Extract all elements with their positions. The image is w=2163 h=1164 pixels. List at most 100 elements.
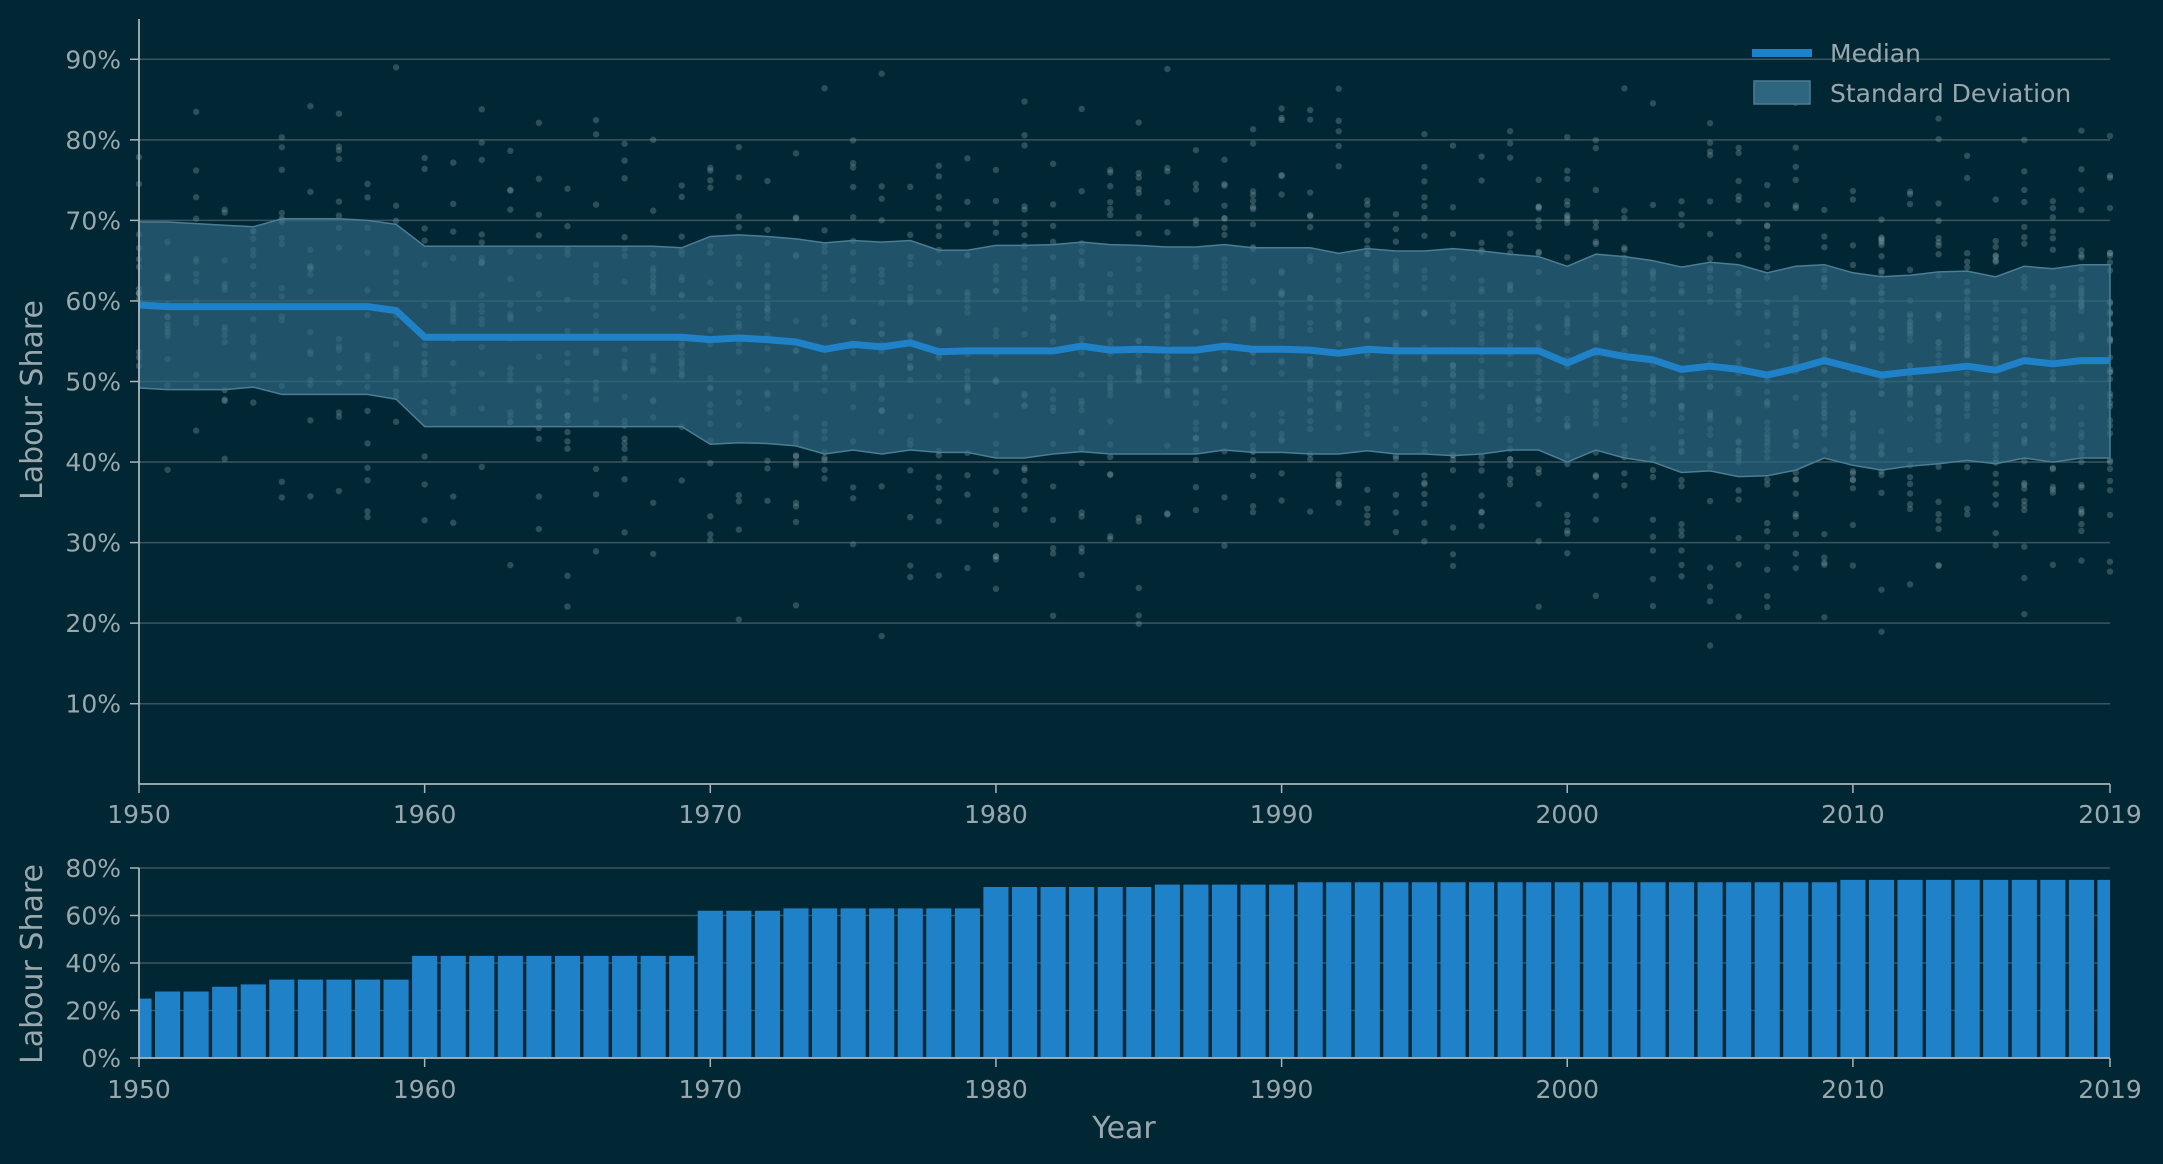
- scatter-point: [1192, 180, 1200, 188]
- scatter-point: [1735, 196, 1742, 204]
- scatter-point: [735, 223, 743, 231]
- scatter-point: [1735, 218, 1742, 225]
- bar: [1154, 884, 1180, 1058]
- scatter-point: [735, 174, 743, 181]
- scatter-point: [535, 119, 543, 127]
- scatter-point: [1764, 222, 1771, 230]
- scatter-point: [1849, 196, 1857, 203]
- scatter-point: [964, 472, 971, 479]
- scatter-point: [2106, 132, 2114, 140]
- scatter-point: [1192, 186, 1200, 193]
- scatter-point: [792, 518, 800, 526]
- scatter-point: [849, 159, 857, 167]
- scatter-point: [1935, 525, 1942, 533]
- scatter-point: [1792, 530, 1799, 538]
- scatter-point: [792, 459, 800, 466]
- scatter-point: [621, 445, 628, 453]
- scatter-point: [1592, 592, 1600, 600]
- scatter-point: [478, 156, 485, 164]
- bar: [1383, 882, 1409, 1058]
- scatter-point: [250, 399, 257, 406]
- scatter-point: [964, 221, 971, 228]
- scatter-point: [2021, 485, 2028, 492]
- scatter-point: [1678, 211, 1685, 218]
- scatter-point: [1392, 528, 1400, 536]
- scatter-point: [1535, 465, 1542, 473]
- scatter-point: [1535, 203, 1542, 210]
- scatter-point: [2021, 186, 2028, 194]
- scatter-point: [1821, 561, 1828, 568]
- scatter-point: [1021, 142, 1028, 149]
- bottom-x-tick-label: 1990: [1250, 1075, 1314, 1104]
- scatter-point: [878, 217, 885, 224]
- bar: [1926, 879, 1952, 1058]
- scatter-point: [1535, 537, 1542, 545]
- scatter-point: [1706, 642, 1714, 649]
- scatter-point: [1649, 575, 1657, 583]
- scatter-point: [564, 438, 571, 445]
- scatter-point: [1135, 584, 1142, 592]
- scatter-point: [1564, 133, 1571, 141]
- scatter-point: [1221, 156, 1228, 163]
- scatter-point: [1678, 547, 1685, 554]
- scatter-point: [1735, 487, 1742, 494]
- scatter-point: [821, 466, 828, 474]
- scatter-point: [1107, 453, 1114, 461]
- scatter-point: [1449, 562, 1457, 570]
- scatter-point: [564, 572, 571, 580]
- scatter-point: [1564, 216, 1571, 223]
- scatter-point: [1107, 205, 1114, 213]
- bar: [1183, 884, 1209, 1058]
- scatter-point: [2021, 198, 2028, 206]
- scatter-point: [1735, 251, 1742, 259]
- scatter-point: [478, 106, 485, 113]
- scatter-point: [1592, 136, 1600, 144]
- scatter-point: [649, 499, 657, 506]
- scatter-point: [1564, 460, 1571, 468]
- scatter-point: [678, 233, 685, 240]
- scatter-point: [1878, 253, 1885, 260]
- scatter-point: [707, 531, 714, 538]
- scatter-point: [507, 561, 514, 569]
- scatter-point: [1249, 140, 1257, 147]
- scatter-point: [935, 173, 943, 180]
- scatter-point: [1364, 197, 1371, 204]
- scatter-point: [2106, 511, 2114, 519]
- scatter-point: [1735, 177, 1742, 185]
- scatter-point: [1935, 517, 1942, 524]
- scatter-point: [1135, 169, 1142, 177]
- scatter-point: [2078, 557, 2085, 564]
- bar: [954, 908, 980, 1058]
- scatter-point: [1649, 201, 1657, 209]
- scatter-point: [2049, 561, 2057, 569]
- scatter-point: [1592, 144, 1600, 152]
- scatter-point: [335, 110, 343, 117]
- scatter-point: [278, 134, 286, 141]
- scatter-point: [678, 193, 685, 201]
- scatter-point: [1849, 562, 1857, 569]
- scatter-point: [1249, 197, 1257, 205]
- scatter-point: [1849, 521, 1857, 529]
- scatter-point: [621, 233, 628, 241]
- scatter-point: [735, 492, 743, 499]
- scatter-point: [1992, 237, 1999, 245]
- scatter-point: [849, 164, 857, 171]
- scatter-point: [792, 150, 800, 157]
- scatter-point: [535, 435, 543, 443]
- scatter-point: [1906, 188, 1914, 195]
- scatter-point: [192, 427, 200, 434]
- scatter-point: [1449, 456, 1457, 464]
- scatter-point: [821, 85, 828, 92]
- scatter-point: [335, 198, 343, 205]
- scatter-point: [1421, 519, 1428, 527]
- scatter-point: [564, 445, 571, 452]
- scatter-point: [2078, 506, 2085, 513]
- scatter-point: [1364, 519, 1371, 527]
- scatter-point: [2106, 458, 2114, 466]
- scatter-point: [1249, 221, 1257, 228]
- scatter-point: [1107, 169, 1114, 176]
- scatter-point: [1306, 223, 1314, 231]
- scatter-point: [1678, 483, 1685, 490]
- scatter-point: [1821, 233, 1828, 240]
